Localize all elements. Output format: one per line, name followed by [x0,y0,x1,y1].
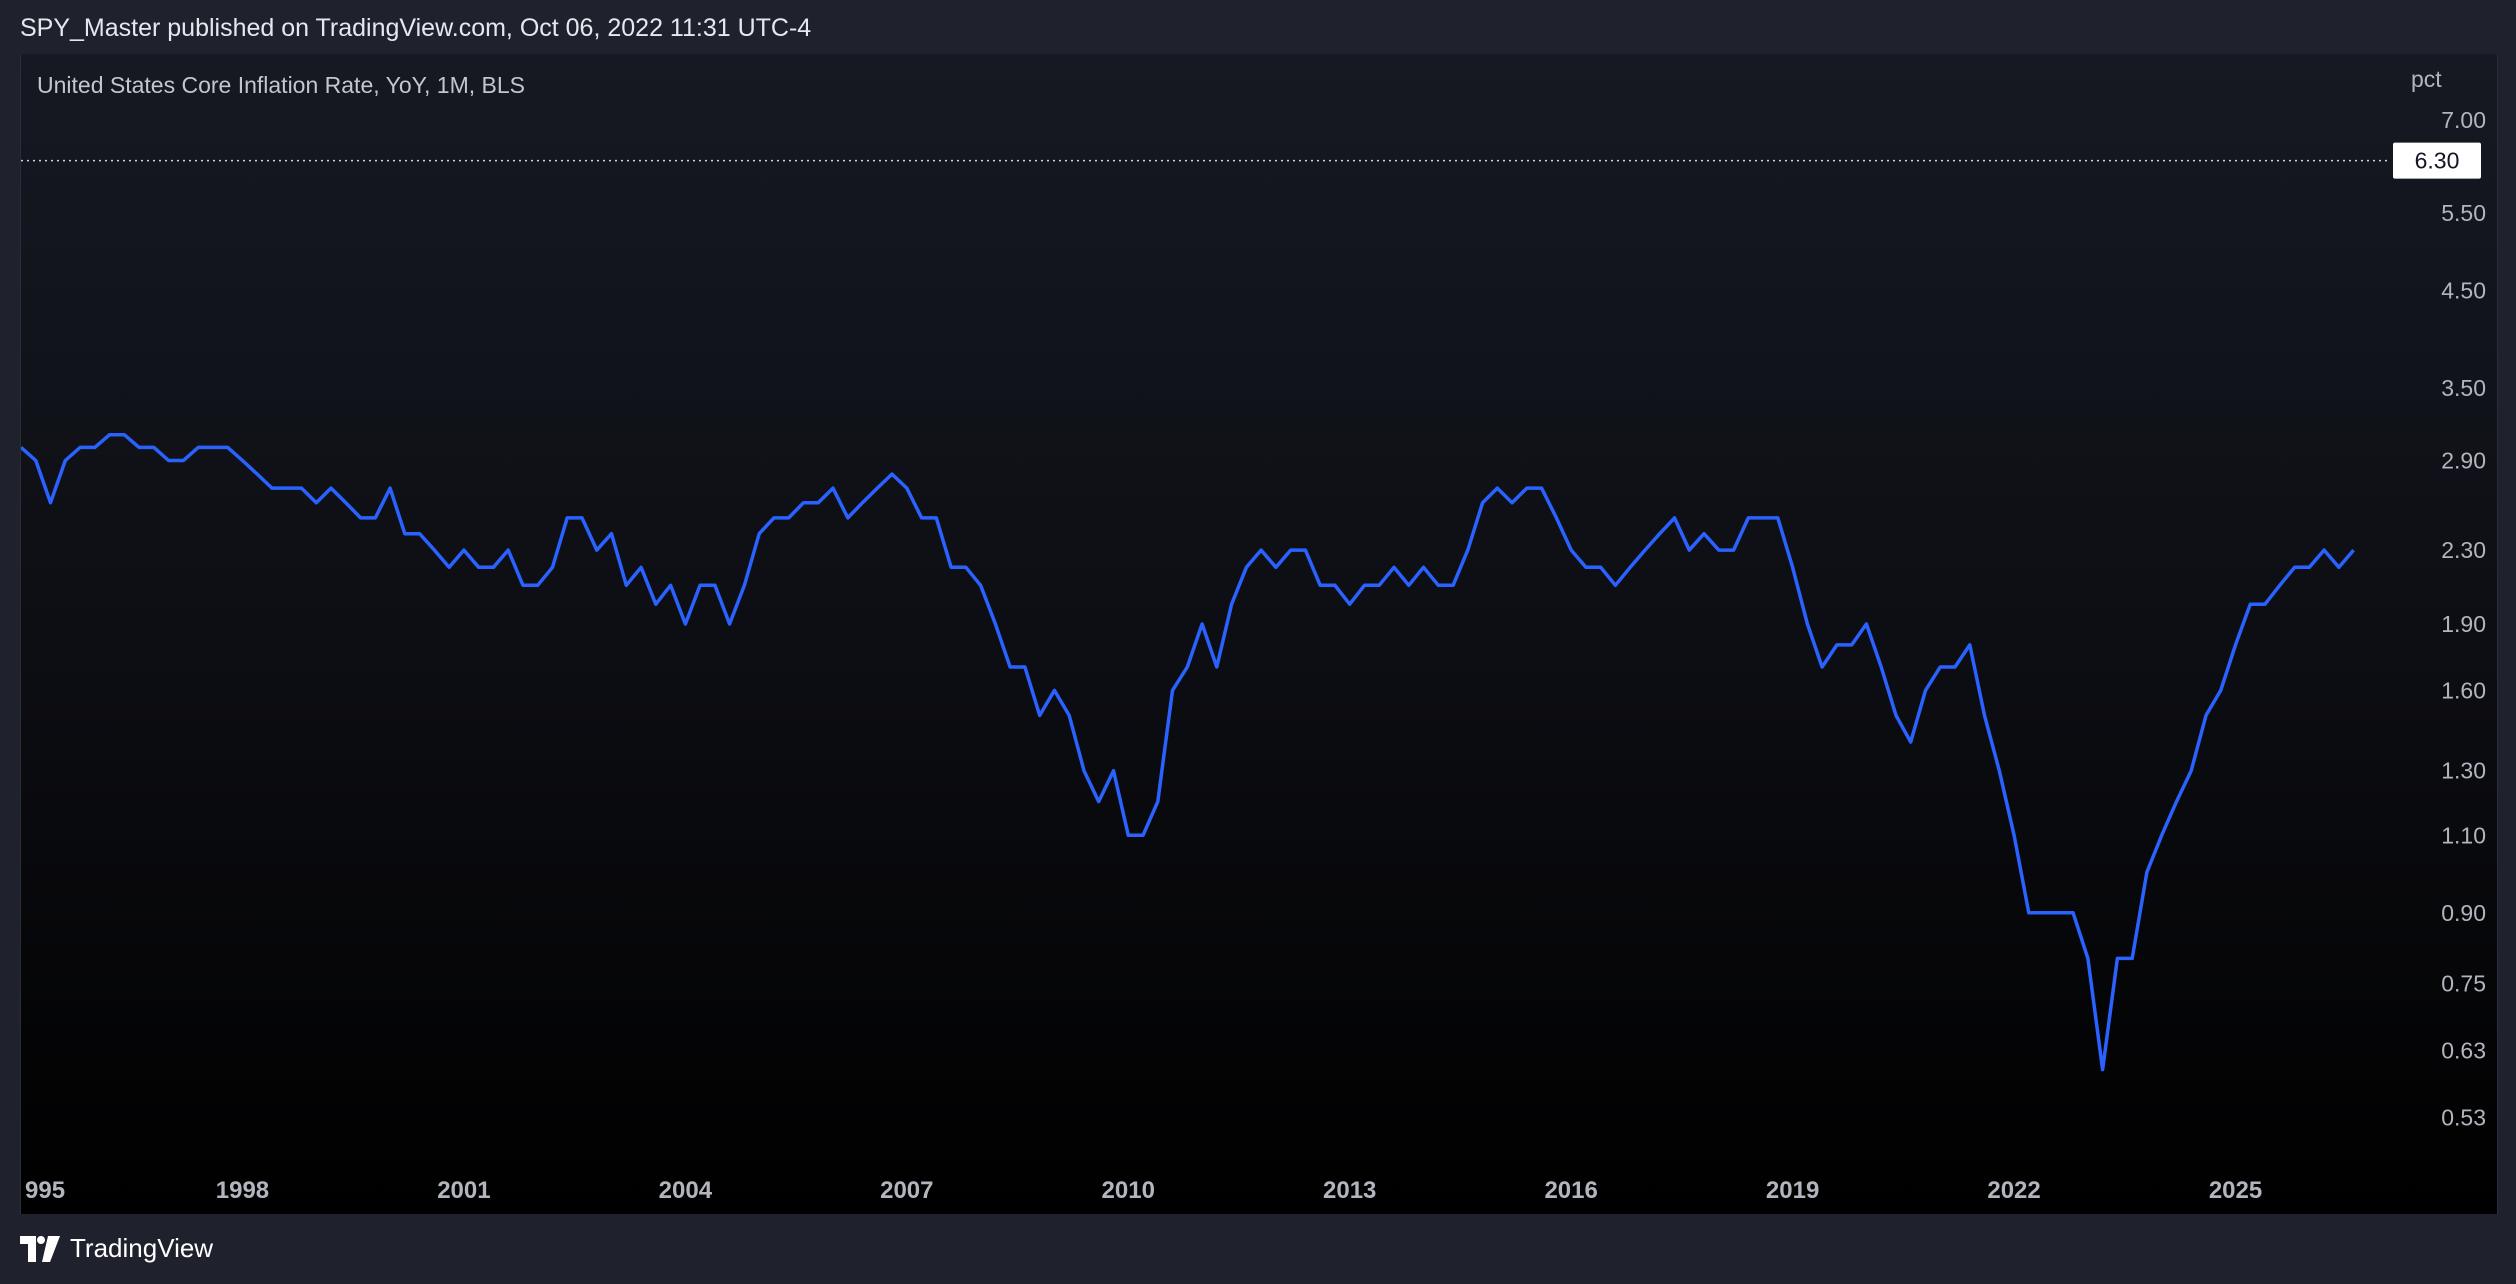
x-tick-label: 2019 [1766,1177,1819,1204]
y-tick-label: 0.75 [2441,970,2486,996]
x-tick-label: 2022 [1987,1177,2040,1204]
y-axis[interactable]: 7.00 5.50 4.50 3.50 2.90 2.30 1.90 1.60 1.30 1.10… [2441,107,2486,1131]
tradingview-logo-icon [20,1235,60,1262]
last-value-label: 6.30 [2393,142,2481,179]
chart-title: United States Core Inflation Rate, YoY, … [37,72,525,98]
x-tick-label: 2013 [1323,1177,1376,1204]
x-tick-label: 2004 [659,1177,713,1204]
y-tick-label: 4.50 [2441,278,2486,304]
series-line [21,432,2355,1072]
x-tick-label: 2007 [880,1177,933,1204]
y-tick-label: 0.90 [2441,900,2486,926]
y-tick-label: 1.30 [2441,758,2486,784]
y-tick-label: 7.00 [2441,107,2486,133]
y-tick-label: 1.60 [2441,677,2486,703]
y-axis-unit: pct [2411,66,2442,92]
x-tick-label: 1998 [216,1177,269,1204]
x-tick-label: 2001 [437,1177,490,1204]
y-tick-label: 0.53 [2441,1105,2486,1131]
x-tick-label: 995 [25,1177,65,1204]
footer-brand[interactable]: TradingView [20,1233,213,1264]
x-axis[interactable]: 995 1998 2001 2004 2007 2010 2013 2016 2019 2022 2… [25,1177,2262,1204]
y-tick-label: 3.50 [2441,375,2486,401]
y-tick-label: 1.90 [2441,611,2486,637]
publisher-line: SPY_Master published on TradingView.com,… [20,14,812,42]
y-tick-label: 5.50 [2441,200,2486,226]
x-tick-label: 2025 [2209,1177,2262,1204]
y-tick-label: 2.30 [2441,537,2486,563]
chart-plot[interactable]: 7.00 5.50 4.50 3.50 2.90 2.30 1.90 1.60 1.30 1.10… [21,54,2497,1214]
x-tick-label: 2016 [1544,1177,1597,1204]
brand-name: TradingView [70,1233,214,1263]
last-value-text: 6.30 [2415,148,2460,174]
x-tick-label: 2010 [1102,1177,1155,1204]
y-tick-label: 1.10 [2441,822,2486,848]
chart-area[interactable]: United States Core Inflation Rate, YoY, … [20,54,2498,1214]
y-tick-label: 2.90 [2441,448,2486,474]
y-tick-label: 0.63 [2441,1038,2486,1064]
